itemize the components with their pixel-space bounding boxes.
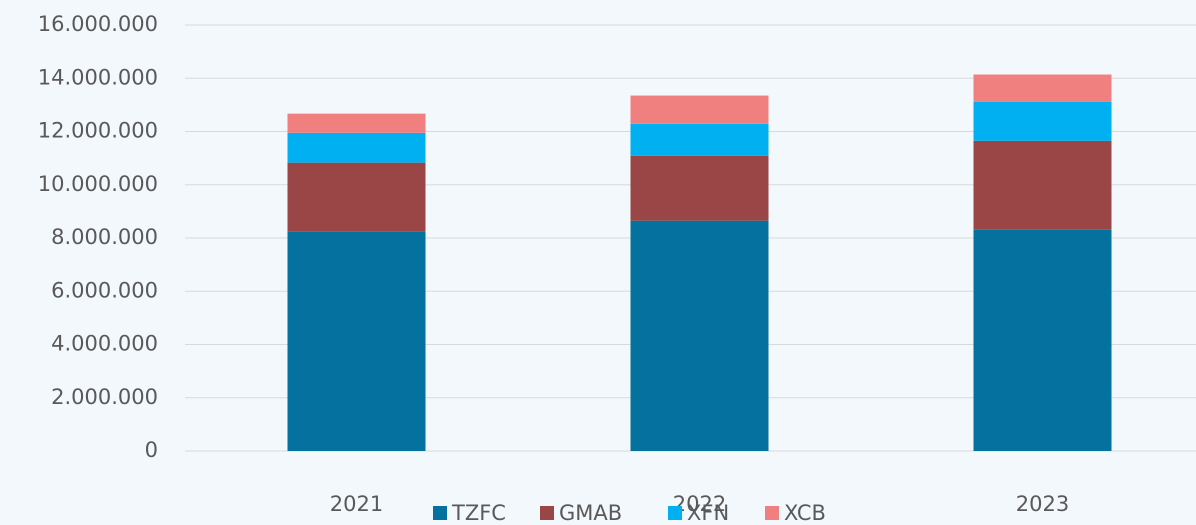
legend-swatch (433, 506, 447, 520)
x-tick-label: 2021 (330, 492, 383, 516)
legend-label: GMAB (559, 501, 622, 525)
y-tick-label: 16.000.000 (38, 12, 158, 36)
legend-label: TZFC (451, 501, 506, 525)
legend-swatch (765, 506, 779, 520)
bar-segment (973, 101, 1112, 141)
legend-swatch (540, 506, 554, 520)
y-tick-label: 12.000.000 (38, 119, 158, 143)
y-tick-label: 6.000.000 (51, 278, 158, 302)
bar-segment (630, 220, 769, 451)
bar-segment (630, 155, 769, 221)
y-tick-label: 2.000.000 (51, 385, 158, 409)
y-tick-label: 10.000.000 (38, 172, 158, 196)
bar-segment (973, 140, 1112, 230)
bar-segment (287, 231, 426, 451)
bar-segment (287, 162, 426, 232)
bar-segment (287, 113, 426, 133)
bar-segment (973, 74, 1112, 102)
legend-label: XFN (687, 501, 729, 525)
bar-segment (630, 95, 769, 124)
y-tick-label: 8.000.000 (51, 225, 158, 249)
bar-segment (287, 132, 426, 163)
bar-segment (630, 123, 769, 156)
y-tick-label: 4.000.000 (51, 332, 158, 356)
legend-swatch (668, 506, 682, 520)
y-tick-label: 14.000.000 (38, 65, 158, 89)
x-tick-label: 2023 (1016, 492, 1069, 516)
bar-segment (973, 229, 1112, 451)
y-tick-label: 0 (145, 438, 158, 462)
legend-label: XCB (784, 501, 826, 525)
